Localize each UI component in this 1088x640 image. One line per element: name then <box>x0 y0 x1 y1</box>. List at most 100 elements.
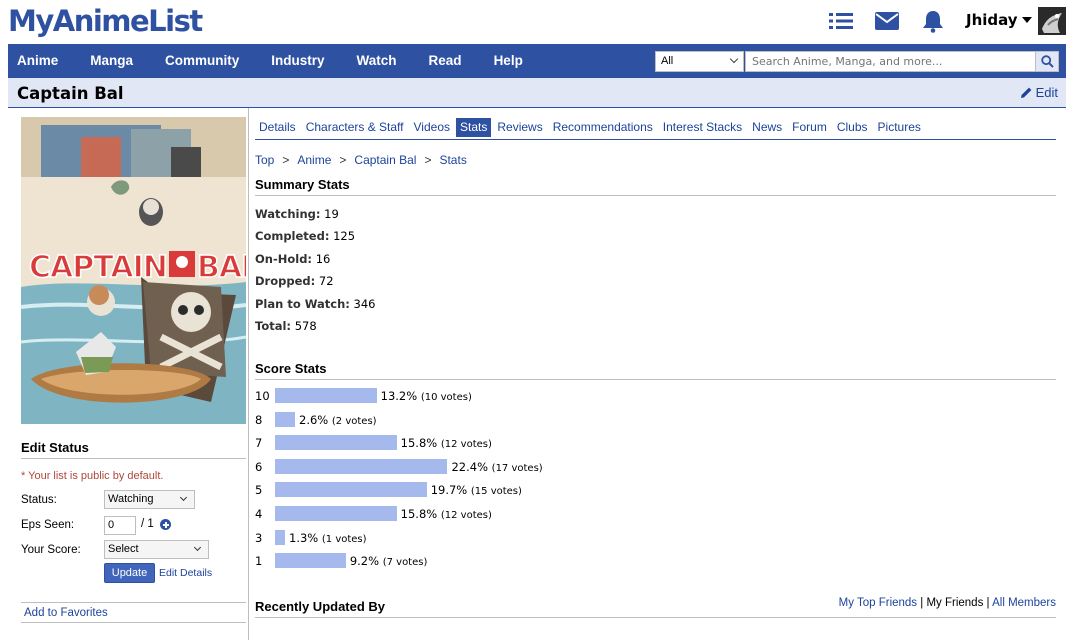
score-percent: 13.2% <box>380 389 418 403</box>
score-votes: (12 votes) <box>440 439 492 451</box>
breadcrumb-item[interactable]: Stats <box>439 153 467 167</box>
summary-row: Plan to Watch: 346 <box>255 297 375 319</box>
mail-icon[interactable] <box>874 9 900 33</box>
score-bar <box>275 529 285 545</box>
tab-videos[interactable]: Videos <box>413 120 450 134</box>
breadcrumb-item[interactable]: Top <box>255 153 275 167</box>
nav-item-industry[interactable]: Industry <box>271 53 325 68</box>
summary-label: Dropped: <box>255 274 316 289</box>
score-select[interactable]: Select <box>104 540 209 559</box>
breadcrumb-item[interactable]: Captain Bal <box>354 153 417 167</box>
tab-reviews[interactable]: Reviews <box>497 120 543 134</box>
edit-details-link[interactable]: Edit Details <box>159 567 213 579</box>
score-value-label: 2.6% (2 votes) <box>299 413 377 427</box>
caret-down-icon <box>1021 17 1032 23</box>
breadcrumb-separator: > <box>282 153 290 167</box>
summary-row: Watching: 19 <box>255 207 375 229</box>
recently-updated-header: Recently Updated By My Top Friends | My … <box>255 597 1056 618</box>
summary-value: 19 <box>324 207 339 221</box>
search-icon <box>1041 55 1054 68</box>
tab-details[interactable]: Details <box>259 120 296 134</box>
breadcrumb: Top > Anime > Captain Bal > Stats <box>255 153 467 167</box>
link-separator: | <box>986 597 993 609</box>
score-category-label: 7 <box>255 436 263 451</box>
user-menu[interactable]: Jhiday <box>966 11 1032 29</box>
eps-seen-input[interactable]: 0 <box>104 516 136 535</box>
breadcrumb-item[interactable]: Anime <box>297 153 332 167</box>
anime-poster[interactable]: CAPTAIN BAL <box>21 117 246 424</box>
score-votes: (2 votes) <box>331 415 377 427</box>
score-value-label: 13.2% (10 votes) <box>381 389 472 403</box>
recently-updated-heading: Recently Updated By <box>255 599 386 614</box>
summary-row: On-Hold: 16 <box>255 252 375 274</box>
score-category-label: 1 <box>255 554 263 569</box>
your-score-label: Your Score: <box>21 544 81 556</box>
score-value-label: 9.2% (7 votes) <box>350 554 428 568</box>
svg-text:BAL: BAL <box>197 250 246 285</box>
score-bar <box>275 388 377 403</box>
score-percent: 15.8% <box>400 436 438 451</box>
score-value-label: 1.3% (1 votes) <box>289 531 367 545</box>
public-note: * Your list is public by default. <box>21 470 164 482</box>
score-category-label: 8 <box>255 412 263 427</box>
score-votes: (15 votes) <box>470 486 522 498</box>
score-bar <box>275 458 448 474</box>
score-stats-chart: 10 13.2% (10 votes) 8 2.6% (2 votes) 7 15.8% … <box>255 388 1056 574</box>
search-input[interactable] <box>745 51 1035 72</box>
summary-label: Total: <box>255 318 292 333</box>
pencil-icon <box>1020 87 1031 98</box>
add-to-favorites-link[interactable]: Add to Favorites <box>21 602 246 623</box>
page-title: Captain Bal <box>17 84 124 103</box>
chevron-down-icon <box>729 54 739 64</box>
tab-characters-staff[interactable]: Characters & Staff <box>305 120 404 134</box>
update-button[interactable]: Update <box>104 563 155 583</box>
summary-value: 125 <box>333 229 356 244</box>
eps-seen-label: Eps Seen: <box>21 519 75 531</box>
score-votes: (10 votes) <box>420 392 472 403</box>
search-category-value: All <box>661 55 674 67</box>
summary-label: Completed: <box>255 229 330 244</box>
tab-clubs[interactable]: Clubs <box>836 120 868 134</box>
tab-stats[interactable]: Stats <box>456 118 492 137</box>
nav-item-manga[interactable]: Manga <box>90 53 134 68</box>
status-select[interactable]: Watching <box>104 490 195 509</box>
tab-forum[interactable]: Forum <box>792 120 827 134</box>
title-bar: Captain Bal Edit <box>8 78 1066 108</box>
chevron-down-icon <box>179 493 188 502</box>
list-icon[interactable] <box>828 9 854 33</box>
score-percent: 15.8% <box>400 507 438 521</box>
summary-label: Plan to Watch: <box>255 296 350 311</box>
nav-item-read[interactable]: Read <box>428 53 462 68</box>
score-category-label: 6 <box>255 459 263 474</box>
tab-interest-stacks[interactable]: Interest Stacks <box>662 120 743 134</box>
nav-item-watch[interactable]: Watch <box>356 53 397 68</box>
score-value-label: 19.7% (15 votes) <box>431 483 522 497</box>
score-bar <box>275 506 397 521</box>
score-category-label: 5 <box>255 483 263 498</box>
summary-value: 346 <box>353 296 376 311</box>
increment-episode-icon[interactable] <box>160 519 171 530</box>
tab-news[interactable]: News <box>752 120 783 134</box>
score-category-label: 10 <box>255 389 270 403</box>
tab-recommendations[interactable]: Recommendations <box>552 120 653 134</box>
avatar[interactable] <box>1038 7 1066 35</box>
nav-item-anime[interactable]: Anime <box>17 53 59 68</box>
score-category-label: 4 <box>255 507 263 521</box>
search-category-select[interactable]: All <box>655 51 744 72</box>
my-friends-link[interactable]: My Friends <box>926 597 984 609</box>
search-button[interactable] <box>1035 51 1059 72</box>
tab-pictures[interactable]: Pictures <box>877 120 921 134</box>
score-votes: (12 votes) <box>440 510 492 521</box>
summary-value: 16 <box>315 251 331 266</box>
edit-link[interactable]: Edit <box>1020 85 1058 100</box>
my-top-friends-link[interactable]: My Top Friends <box>838 597 918 609</box>
status-label: Status: <box>21 494 57 506</box>
all-members-link[interactable]: All Members <box>992 597 1056 609</box>
chevron-down-icon <box>193 543 202 552</box>
site-logo[interactable]: MyAnimeList <box>8 4 203 38</box>
summary-stats-heading: Summary Stats <box>255 177 1056 196</box>
bell-icon[interactable] <box>920 9 946 33</box>
nav-item-community[interactable]: Community <box>165 53 240 68</box>
nav-item-help[interactable]: Help <box>493 53 523 68</box>
summary-row: Completed: 125 <box>255 229 375 251</box>
